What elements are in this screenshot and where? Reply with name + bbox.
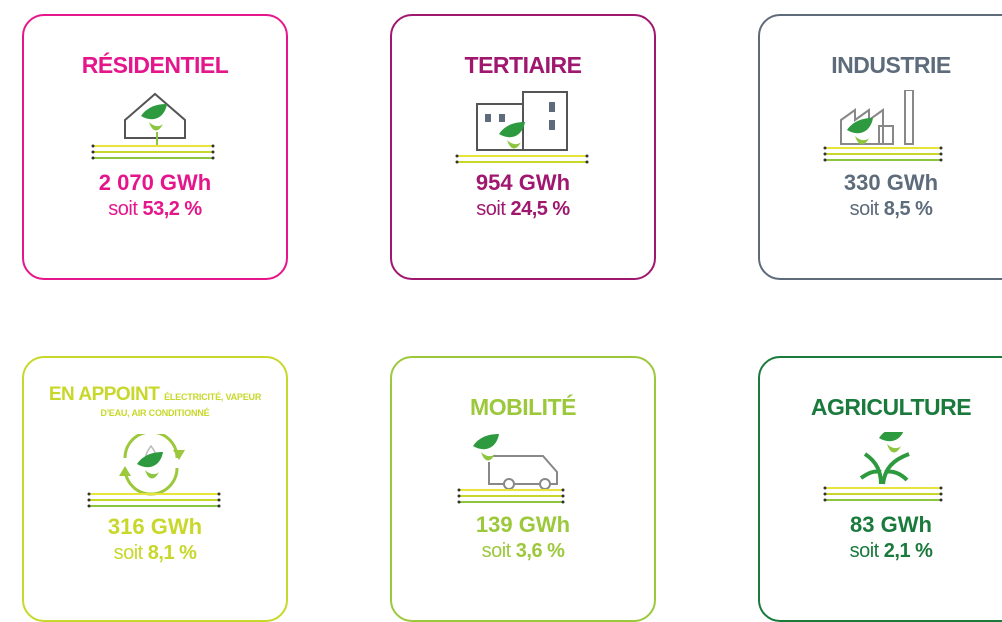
share-prefix: soit: [476, 198, 506, 220]
note: ÉLECTRICITÉ, VAPEUR D'EAU, AIR CONDITION…: [100, 392, 262, 418]
share-value: 24,5 %: [510, 198, 570, 220]
share: soit 3,6 %: [482, 540, 565, 563]
value: 330 GWh: [843, 170, 939, 195]
icon: [823, 90, 943, 162]
icon: [455, 91, 589, 164]
share-prefix: soit: [849, 198, 880, 220]
card-title: EN APPOINT ÉLECTRICITÉ, VAPEUR D'EAU, AI…: [40, 385, 270, 420]
icon: [91, 92, 215, 160]
share-value: 3,6 %: [515, 540, 565, 562]
share-value: 8,5 %: [883, 198, 933, 220]
card: MOBILITÉ 139 GWh soit 3,6 %: [390, 356, 656, 622]
share: soit 2,1 %: [850, 540, 933, 563]
share: soit 8,1 %: [114, 542, 197, 565]
card-title: RÉSIDENTIEL: [81, 52, 229, 78]
card: TERTIAIRE 954 GWh soit 24,5 %: [390, 14, 656, 280]
share-value: 2,1 %: [883, 540, 933, 562]
share-value: 8,1 %: [147, 542, 197, 564]
title-text: MOBILITÉ: [470, 394, 576, 420]
card: RÉSIDENTIEL 2 070 GWh soit 53,2 %: [22, 14, 288, 280]
share-prefix: soit: [849, 540, 880, 562]
share: soit 53,2 %: [108, 198, 202, 221]
title-text: INDUSTRIE: [831, 52, 951, 78]
icon: [823, 432, 943, 502]
card: INDUSTRIE 330 GWh soit 8,5 %: [758, 14, 1002, 280]
card-title: AGRICULTURE: [810, 394, 972, 420]
share-prefix: soit: [108, 198, 138, 220]
title-text: EN APPOINT: [48, 384, 160, 405]
card: AGRICULTURE 83 GWh soit 2,1 %: [758, 356, 1002, 622]
card-title: TERTIAIRE: [464, 52, 582, 78]
card-title: INDUSTRIE: [831, 52, 951, 78]
title-text: TERTIAIRE: [464, 52, 582, 78]
icon: [457, 434, 565, 504]
share: soit 24,5 %: [476, 198, 570, 221]
share-prefix: soit: [113, 542, 144, 564]
title-text: RÉSIDENTIEL: [81, 52, 229, 78]
share-prefix: soit: [481, 540, 512, 562]
icon: [87, 434, 221, 508]
share-value: 53,2 %: [142, 198, 202, 220]
value: 954 GWh: [475, 170, 571, 195]
value: 139 GWh: [475, 512, 571, 537]
value: 2 070 GWh: [98, 170, 212, 195]
card: EN APPOINT ÉLECTRICITÉ, VAPEUR D'EAU, AI…: [22, 356, 288, 622]
title-text: AGRICULTURE: [810, 394, 972, 420]
card-title: MOBILITÉ: [470, 394, 576, 420]
value: 83 GWh: [850, 512, 932, 537]
share: soit 8,5 %: [850, 198, 933, 221]
value: 316 GWh: [107, 514, 203, 539]
